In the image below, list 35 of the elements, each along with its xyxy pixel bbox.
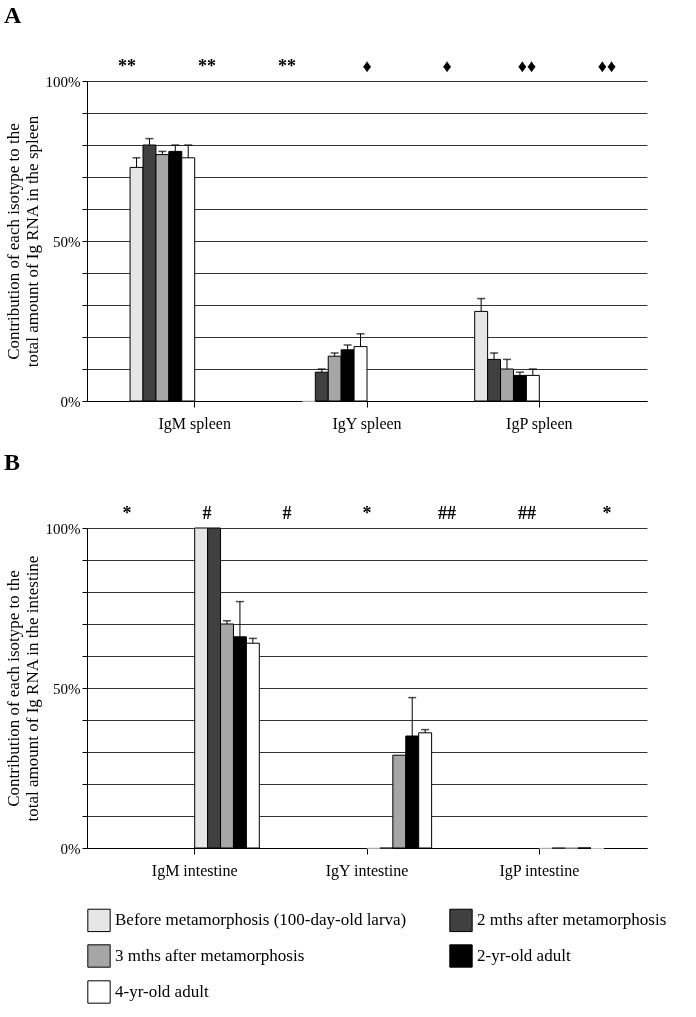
x-tick-label: IgP spleen bbox=[506, 414, 573, 433]
text: * bbox=[362, 503, 372, 523]
text: # bbox=[282, 503, 292, 523]
text: ** bbox=[278, 56, 296, 76]
y-axis-title: Contribution of each isotype to the total amount of Ig RNA in the intestine bbox=[3, 555, 42, 822]
legend-label: 2-yr-old adult bbox=[477, 946, 571, 965]
legend-label: Before metamorphosis (100-day-old larva) bbox=[115, 910, 407, 930]
y-tick-label: 0% bbox=[60, 393, 81, 410]
text: ♦ bbox=[362, 56, 372, 76]
y-axis-title: Contribution of each isotype to the total amount of Ig RNA in the spleen bbox=[3, 115, 42, 368]
legend-label: 3 mths after metamorphosis bbox=[115, 946, 305, 965]
text: ## bbox=[438, 503, 456, 523]
x-tick-label: IgY spleen bbox=[332, 414, 402, 433]
y-tick-label: 0% bbox=[60, 840, 81, 857]
chart-title: A bbox=[4, 2, 22, 28]
text: * bbox=[602, 503, 612, 523]
x-tick-label: IgM intestine bbox=[151, 861, 238, 880]
text: # bbox=[202, 503, 212, 523]
text: ** bbox=[198, 56, 216, 76]
x-tick-label: IgM spleen bbox=[158, 414, 231, 433]
y-tick-label: 100% bbox=[45, 520, 81, 537]
text: * bbox=[122, 503, 132, 523]
text: ## bbox=[518, 503, 536, 523]
text: ♦♦ bbox=[517, 56, 537, 76]
x-tick-label: IgY intestine bbox=[325, 861, 409, 880]
legend-label: 4-yr-old adult bbox=[115, 982, 209, 1001]
text: ♦♦ bbox=[597, 56, 617, 76]
x-tick-label: IgP intestine bbox=[499, 861, 580, 880]
chart-title: B bbox=[4, 449, 21, 475]
y-tick-label: 50% bbox=[53, 680, 81, 697]
legend-label: 2 mths after metamorphosis bbox=[477, 910, 667, 930]
y-tick-label: 50% bbox=[53, 233, 81, 250]
text: ♦ bbox=[442, 56, 452, 76]
y-tick-label: 100% bbox=[45, 73, 81, 90]
text: ** bbox=[118, 56, 136, 76]
